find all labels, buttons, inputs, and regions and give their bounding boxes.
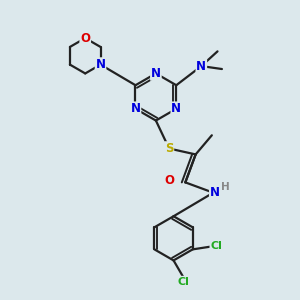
Text: Cl: Cl bbox=[178, 277, 190, 286]
Text: O: O bbox=[80, 32, 90, 45]
Text: N: N bbox=[130, 102, 140, 115]
Text: N: N bbox=[171, 102, 181, 115]
Text: O: O bbox=[164, 174, 174, 188]
Text: N: N bbox=[151, 67, 161, 80]
Text: N: N bbox=[196, 60, 206, 73]
Text: N: N bbox=[95, 58, 106, 71]
Text: N: N bbox=[210, 186, 220, 199]
Text: H: H bbox=[221, 182, 230, 192]
Text: S: S bbox=[165, 142, 173, 155]
Text: Cl: Cl bbox=[210, 242, 222, 251]
